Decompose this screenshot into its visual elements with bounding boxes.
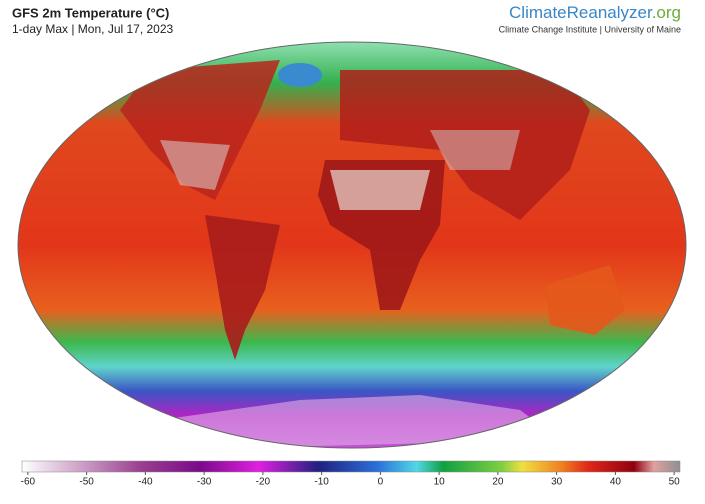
colorbar-tick-label: -20 bbox=[256, 477, 271, 488]
north-america bbox=[120, 60, 280, 200]
subtitle: 1-day Max | Mon, Jul 17, 2023 bbox=[12, 22, 174, 36]
brand-name: ClimateReanalyzer bbox=[509, 3, 653, 22]
brand-domain: .org bbox=[652, 3, 681, 22]
colorbar-tick-label: -50 bbox=[79, 477, 94, 488]
south-america bbox=[205, 215, 280, 360]
asia-hot bbox=[430, 130, 520, 170]
sahara bbox=[330, 170, 430, 210]
colorbar-tick-label: -60 bbox=[21, 477, 36, 488]
colorbar-tick-label: -10 bbox=[314, 477, 329, 488]
colorbar-tick-label: 50 bbox=[669, 477, 681, 488]
colorbar-tick-label: -30 bbox=[197, 477, 212, 488]
map bbox=[18, 42, 686, 448]
colorbar-tick-label: 20 bbox=[492, 477, 504, 488]
colorbar-tick-label: 0 bbox=[378, 477, 384, 488]
antarctica bbox=[150, 395, 560, 448]
title: GFS 2m Temperature (°C) bbox=[12, 5, 169, 20]
colorbar-tick-label: -40 bbox=[138, 477, 153, 488]
australia bbox=[545, 265, 625, 335]
north-america-hot bbox=[160, 140, 230, 190]
brand: ClimateReanalyzer.org bbox=[509, 3, 681, 22]
colorbar bbox=[21, 460, 681, 473]
colorbar-tick-label: 10 bbox=[434, 477, 446, 488]
greenland bbox=[278, 63, 322, 87]
colorbar-tick-label: 40 bbox=[610, 477, 622, 488]
map-border bbox=[17, 41, 687, 449]
brand-credit: Climate Change Institute | University of… bbox=[499, 24, 681, 34]
colorbar-ticks: -60 -50 -40 -30 -20 -10 0 10 20 30 40 50 bbox=[21, 472, 680, 488]
colorbar-tick-label: 30 bbox=[551, 477, 563, 488]
